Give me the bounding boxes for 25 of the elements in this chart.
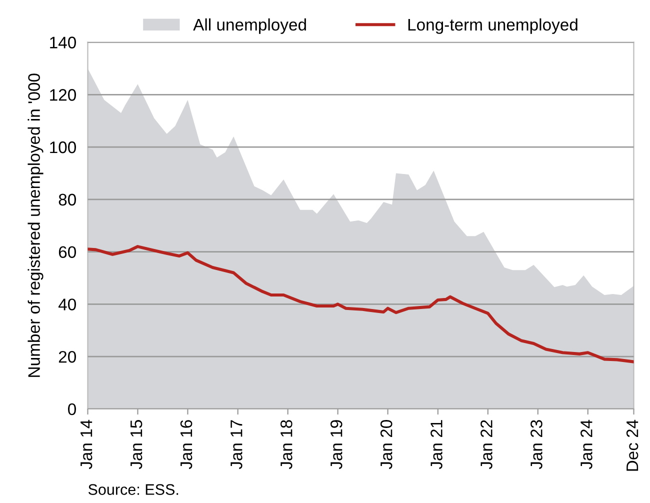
x-tick-label: Jan 17 (230, 420, 242, 470)
x-tick-label: Jan 14 (80, 420, 92, 470)
y-tick-label: 0 (68, 403, 76, 416)
x-tick-label: Jan 16 (180, 420, 192, 470)
y-tick-label: 40 (58, 298, 76, 310)
x-tick-label: Jan 20 (380, 420, 392, 470)
x-tick-label: Dec 24 (626, 420, 638, 471)
line-series (88, 245, 634, 364)
x-tick-label: Jan 18 (280, 420, 292, 470)
legend-label: All unemployed (193, 18, 306, 34)
y-tick-label: 20 (58, 350, 76, 363)
x-tick-label: Jan 19 (330, 420, 342, 470)
y-tick-label: 100 (50, 141, 76, 154)
x-tick-label: Jan 15 (130, 420, 142, 470)
x-tick-label: Jan 21 (430, 420, 442, 470)
x-tick-label: Jan 24 (580, 420, 592, 470)
y-tick-label: 120 (50, 89, 76, 101)
y-tick-label: 80 (58, 194, 76, 206)
y-tick-label: 60 (58, 246, 76, 258)
y-tick-label: 140 (50, 36, 76, 48)
source-note: Source: ESS. (88, 484, 178, 495)
x-tick-label: Jan 22 (480, 420, 492, 470)
legend-label: Long-term unemployed (408, 18, 578, 34)
y-axis-title: Number of registered unemployed in '000 (28, 74, 44, 377)
x-tick-label: Jan 23 (530, 420, 542, 470)
